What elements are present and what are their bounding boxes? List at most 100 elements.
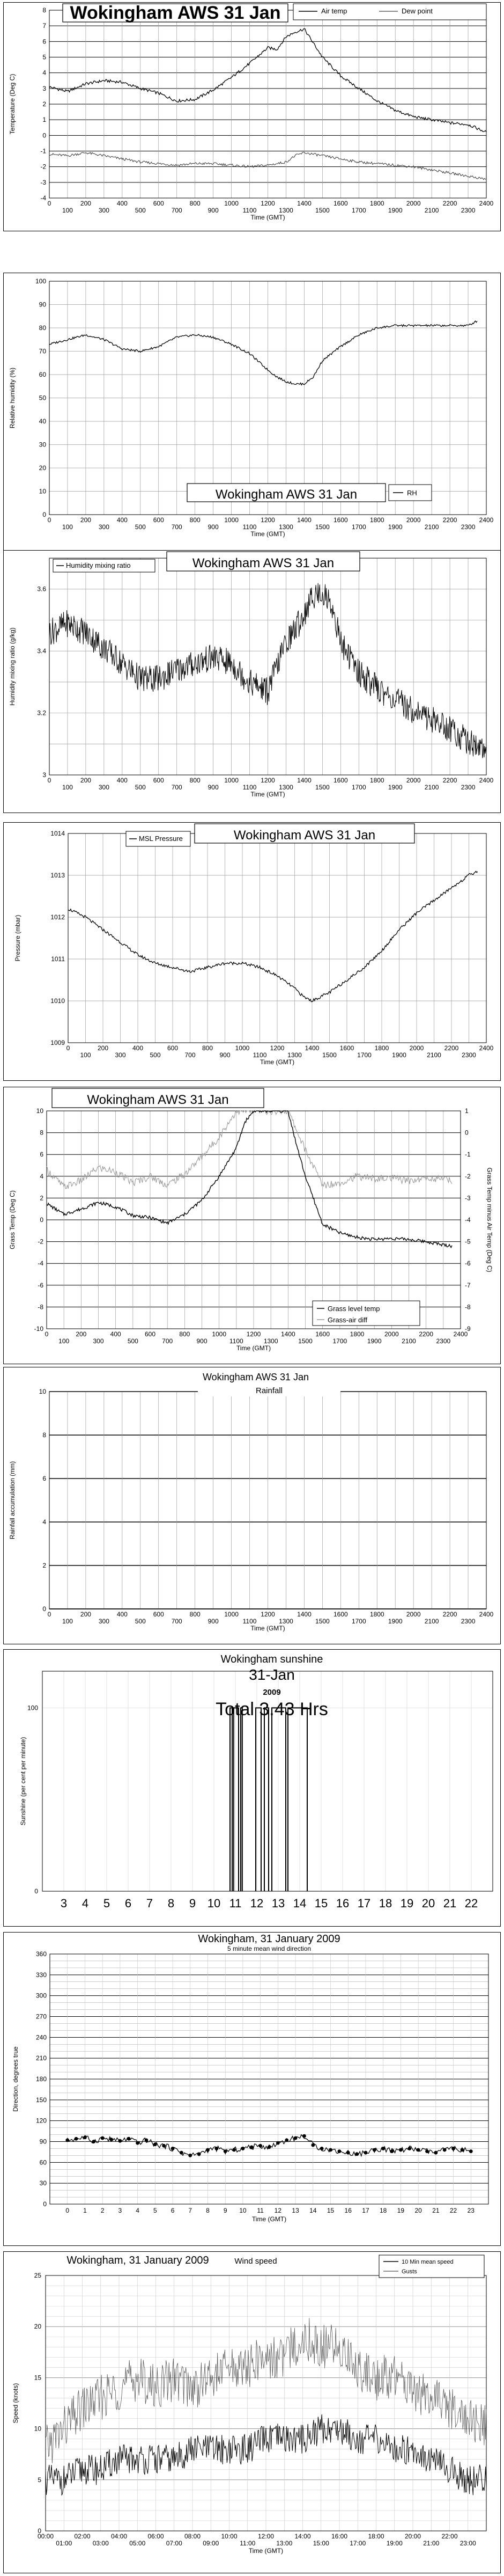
x-tick-label: 2300 xyxy=(461,784,476,791)
x-tick-label: 1900 xyxy=(392,1051,406,1059)
x-tick-label: 900 xyxy=(208,523,219,531)
y-tick-label: 3 xyxy=(42,771,46,779)
chart-date: 31-Jan xyxy=(249,1666,295,1683)
wind-direction-point xyxy=(83,2135,87,2140)
x-tick-label: 1700 xyxy=(352,784,366,791)
x-tick-label: 13 xyxy=(292,2207,299,2214)
x-tick-label: 500 xyxy=(135,784,146,791)
y-tick-label: 3 xyxy=(42,85,46,92)
x-tick-label: 9 xyxy=(189,1897,196,1910)
y-tick-label: 8 xyxy=(42,1431,46,1439)
y-tick-label: -2 xyxy=(38,1238,43,1246)
x-tick-label: 500 xyxy=(150,1051,160,1059)
sunshine-chart-panel: 100 0 3 4 5 6 7 8 9 10 11 12 13 14 15 16 17 18 19 20 21 22 Sun… xyxy=(3,1649,501,1927)
x-tick-label: 2 xyxy=(101,2207,105,2214)
y-tick-label: 0 xyxy=(38,2527,41,2535)
y-tick-label: 4 xyxy=(42,69,46,77)
y-tick-label: 10 xyxy=(36,1107,44,1115)
y-tick-label: 7 xyxy=(42,22,46,30)
x-tick-label: 1300 xyxy=(287,1051,302,1059)
y-tick-label: 0 xyxy=(42,1605,46,1613)
x-tick-label: 900 xyxy=(219,1051,230,1059)
legend-label-grass-air-diff: Grass-air diff xyxy=(328,1316,368,1324)
sunshine-bar xyxy=(255,1707,262,1891)
y-tick-label: 30 xyxy=(39,441,47,449)
x-tick-label: 1400 xyxy=(305,1044,320,1052)
x-tick-label: 17 xyxy=(358,1897,370,1910)
x-tick-label: 18 xyxy=(379,1897,392,1910)
wind-direction-point xyxy=(346,2150,350,2155)
y-tick-label: -6 xyxy=(38,1282,43,1289)
x-tick-label: 100 xyxy=(62,1618,73,1625)
y-right-axis-title: Grass Temp minus Air Temp (Deg C) xyxy=(486,1168,493,1272)
x-tick-label: 1300 xyxy=(279,523,293,531)
y-tick-label: 50 xyxy=(39,394,47,402)
legend-label-rh: RH xyxy=(407,489,417,497)
x-tick-label: 300 xyxy=(99,523,109,531)
y-tick-label: 1010 xyxy=(50,997,65,1005)
x-tick-label: 22 xyxy=(465,1897,478,1910)
x-tick-label: 1300 xyxy=(264,1337,278,1345)
x-tick-label: 14:00 xyxy=(294,2533,310,2540)
wind-direction-point xyxy=(329,2148,332,2152)
plot-frame xyxy=(45,2275,487,2531)
x-tick-label: 700 xyxy=(172,1618,182,1625)
y-right-tick-label: -8 xyxy=(465,1303,471,1311)
grass-air-diff-line xyxy=(46,1110,453,1189)
y-axis-title: Grass Temp (Deg C) xyxy=(9,1190,16,1249)
x-tick-label: 3 xyxy=(118,2207,122,2214)
x-tick-label: 300 xyxy=(99,784,109,791)
x-tick-label: 700 xyxy=(172,523,182,531)
x-tick-label: 400 xyxy=(117,1611,128,1618)
y-tick-label: 5 xyxy=(42,54,46,61)
x-tick-label: 10:00 xyxy=(221,2533,237,2540)
pressure-chart-panel: 1014 1013 1012 1011 1010 1009 0 200 400 600 800 100… xyxy=(3,822,501,1081)
y-tick-label: 0 xyxy=(34,1887,38,1895)
wind-direction-point xyxy=(442,2148,447,2152)
x-tick-label: 08:00 xyxy=(184,2533,201,2540)
x-tick-label: 1400 xyxy=(281,1330,295,1338)
x-tick-label: 1600 xyxy=(333,200,348,207)
x-tick-label: 1800 xyxy=(370,200,384,207)
x-tick-label: 1100 xyxy=(243,1618,257,1625)
wind-direction-point xyxy=(249,2145,254,2149)
wind-direction-point xyxy=(118,2139,122,2143)
y-right-tick-label: -9 xyxy=(465,1325,471,1333)
y-tick-label: 8 xyxy=(42,6,46,14)
x-tick-label: 1300 xyxy=(279,1618,293,1625)
y-axis-title: Rainfall accumulation (mm) xyxy=(9,1461,16,1539)
x-tick-label: 200 xyxy=(80,200,91,207)
wind-direction-point xyxy=(390,2149,394,2154)
x-tick-label: 2200 xyxy=(444,1044,459,1052)
x-tick-label: 3 xyxy=(61,1897,67,1910)
plot-frame xyxy=(49,281,487,515)
x-tick-label: 1400 xyxy=(297,200,312,207)
x-tick-label: 19:00 xyxy=(387,2540,403,2547)
y-tick-label: 180 xyxy=(36,2075,47,2083)
x-tick-label: 100 xyxy=(62,207,73,214)
chart-title: Wokingham AWS 31 Jan xyxy=(234,828,375,843)
chart-year: 2009 xyxy=(263,1688,280,1697)
x-tick-label: 2200 xyxy=(443,516,457,524)
x-tick-label: 400 xyxy=(132,1044,143,1052)
x-tick-label: 4 xyxy=(136,2207,139,2214)
x-tick-label: 700 xyxy=(162,1337,173,1345)
wind-direction-point xyxy=(302,2134,306,2138)
wind-direction-point xyxy=(197,2152,201,2156)
legend-label-grass-temp: Grass level temp xyxy=(328,1305,380,1313)
y-tick-label: 0 xyxy=(43,2200,47,2208)
x-tick-label: 1000 xyxy=(224,777,239,784)
x-tick-label: 2300 xyxy=(436,1337,450,1345)
wind-direction-chart-panel: 360 330 300 270 240 210 180 150 120 90 60 30 0 0 1 2 3 4 5… xyxy=(3,1932,501,2246)
x-tick-label: 23 xyxy=(468,2207,475,2214)
wind-speed-chart-panel: 25 20 15 10 5 0 00:00 02:00 04:00 06:00 08:00 10:00… xyxy=(3,2251,501,2573)
wind-direction-point xyxy=(425,2149,429,2154)
y-tick-label: 60 xyxy=(40,2158,47,2166)
wind-direction-point xyxy=(162,2143,166,2148)
x-tick-label: 700 xyxy=(184,1051,195,1059)
x-tick-label: 2000 xyxy=(384,1330,399,1338)
x-tick-label: 900 xyxy=(208,1618,219,1625)
x-tick-label: 600 xyxy=(153,516,164,524)
